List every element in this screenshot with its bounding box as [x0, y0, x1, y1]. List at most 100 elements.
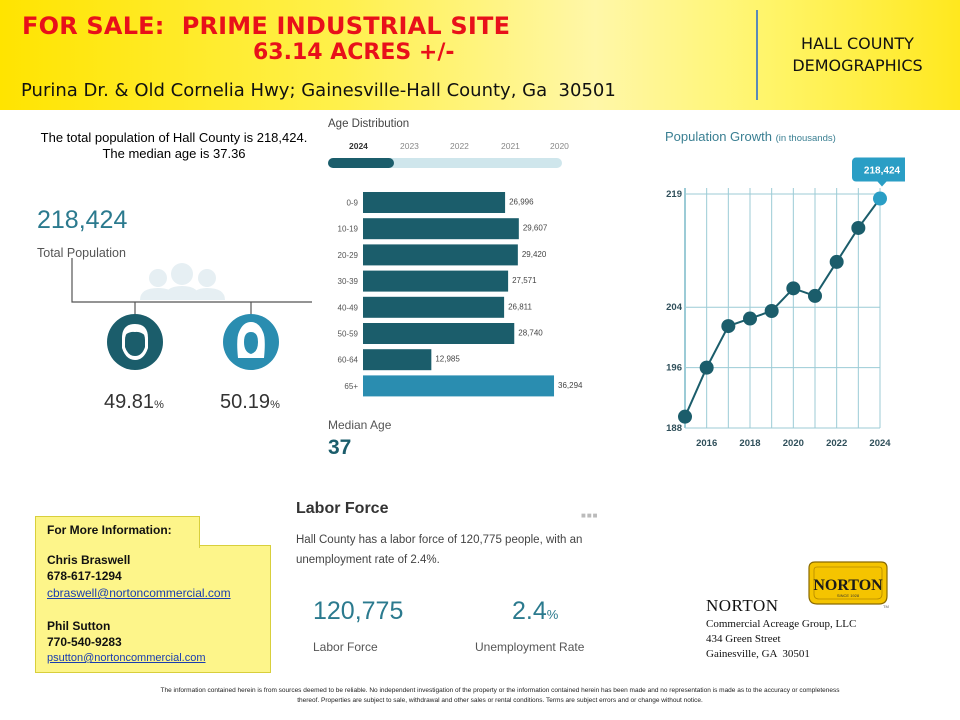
year-tab-2023[interactable]: 2023: [400, 141, 419, 151]
x-tick-label: 2022: [826, 438, 847, 449]
population-growth-chart: 188 196 204 219 2016 2018 2020 2022 2024 218,424: [666, 157, 905, 449]
age-distribution-title: Age Distribution: [328, 118, 410, 130]
header-divider: [756, 10, 758, 100]
population-point: [678, 409, 692, 424]
contact-1-email-link[interactable]: cbraswell@nortoncommercial.com: [47, 586, 231, 600]
x-tick-label: 2018: [739, 438, 760, 449]
callout-pointer: [877, 181, 887, 187]
population-growth-title-text: Population Growth: [665, 129, 772, 144]
age-category-label: 20-29: [338, 251, 359, 260]
age-bar: [363, 244, 518, 266]
contact-2-email-link[interactable]: psutton@nortoncommercial.com: [47, 652, 206, 664]
logo-since: SINCE 1928: [837, 593, 860, 598]
median-age-value: 37: [328, 436, 352, 459]
callout-badge: [852, 157, 905, 182]
contact-1-phone[interactable]: 678-617-1294: [47, 569, 122, 583]
company-line-3: Gainesville, GA 30501: [706, 648, 810, 660]
year-tab-2020[interactable]: 2020: [550, 141, 569, 151]
year-slider-track[interactable]: [328, 158, 562, 168]
age-category-label: 30-39: [338, 277, 359, 286]
population-point: [829, 254, 844, 269]
age-bar: [363, 218, 519, 240]
female-icon: [223, 314, 279, 370]
male-icon: [107, 314, 163, 370]
unemployment-value-sign: %: [546, 607, 559, 622]
population-growth-title: Population Growth (in thousands): [665, 129, 836, 144]
age-category-label: 50-59: [338, 330, 359, 339]
labor-force-value: 120,775: [313, 597, 404, 625]
section-title: HALL COUNTY DEMOGRAPHICS: [770, 33, 945, 77]
logo-trademark: TM: [883, 604, 889, 609]
total-population-label: Total Population: [37, 246, 126, 260]
population-point: [808, 288, 822, 303]
header-banner: FOR SALE: PRIME INDUSTRIAL SITE 63.14 AC…: [0, 0, 960, 110]
population-line: [684, 197, 881, 418]
age-category-label: 60-64: [338, 356, 359, 365]
age-bar: [363, 192, 506, 213]
company-line-2: 434 Green Street: [706, 633, 781, 645]
company-line-1: Commercial Acreage Group, LLC: [706, 618, 857, 630]
age-bar-value-label: 29,607: [523, 224, 548, 233]
total-population-value: 218,424: [37, 206, 128, 234]
male-percent-value: 49.81: [104, 391, 155, 413]
callout-label: 218,424: [864, 166, 901, 177]
year-tab-2022[interactable]: 2022: [450, 141, 469, 151]
title-line-1: FOR SALE: PRIME INDUSTRIAL SITE: [22, 12, 511, 40]
age-bar-value-label: 12,985: [435, 355, 460, 364]
x-tick-label: 2024: [869, 438, 891, 449]
population-point: [743, 311, 757, 326]
age-category-label: 0-9: [346, 199, 358, 208]
female-percent-value: 50.19: [220, 391, 271, 413]
connector-lines: [71, 258, 312, 316]
age-category-label: 40-49: [338, 303, 359, 312]
age-bar-value-label: 27,571: [512, 276, 537, 285]
y-tick-label: 196: [666, 363, 682, 374]
age-bar-value-label: 28,740: [518, 329, 543, 338]
contact-2-phone[interactable]: 770-540-9283: [47, 635, 122, 649]
population-point: [851, 220, 866, 235]
age-category-label: 10-19: [338, 225, 359, 234]
year-slider-handle[interactable]: [328, 158, 394, 168]
section-title-line-2: DEMOGRAPHICS: [792, 56, 923, 75]
age-category-label: 65+: [344, 382, 358, 391]
contact-box-tab: [35, 516, 200, 548]
labor-force-title: Labor Force: [296, 500, 389, 517]
age-bar: [363, 270, 509, 292]
population-intro: The total population of Hall County is 2…: [40, 130, 308, 161]
contact-1-name: Chris Braswell: [47, 553, 131, 567]
age-bar-value-label: 29,420: [522, 250, 547, 259]
age-bar: [363, 323, 515, 344]
population-point: [764, 304, 779, 318]
property-address: Purina Dr. & Old Cornelia Hwy; Gainesvil…: [21, 80, 616, 101]
contact-2-name: Phil Sutton: [47, 619, 111, 633]
logo-wordmark: NORTON: [813, 577, 883, 594]
norton-logo: NORTON SINCE 1928 TM: [808, 561, 889, 609]
x-tick-label: 2016: [696, 438, 717, 449]
population-point: [786, 281, 801, 296]
more-dots-icon[interactable]: ■■■: [581, 511, 599, 520]
y-tick-label: 188: [666, 423, 682, 434]
population-point: [699, 360, 714, 375]
year-tab-2024[interactable]: 2024: [349, 141, 368, 151]
age-bar-value-label: 26,811: [508, 302, 532, 311]
population-growth-title-unit: (in thousands): [775, 133, 836, 144]
company-name: NORTON: [706, 596, 779, 615]
gender-breakdown-graphic: [71, 258, 312, 370]
unemployment-label: Unemployment Rate: [475, 640, 585, 654]
age-bar: [363, 375, 555, 397]
disclaimer: The information contained herein is from…: [160, 687, 840, 704]
age-distribution-chart: 0-9 26,996 10-19 29,607 20-29 29,420 30-39 27,5…: [338, 192, 583, 397]
year-tab-2021[interactable]: 2021: [501, 141, 520, 151]
unemployment-value-number: 2.4: [512, 597, 547, 625]
age-bar: [363, 296, 505, 318]
female-percent-sign: %: [270, 399, 280, 411]
median-age-label: Median Age: [328, 418, 392, 432]
contact-heading: For More Information:: [47, 523, 172, 537]
male-percent: 49.81%: [104, 391, 164, 414]
y-tick-label: 219: [666, 189, 682, 200]
people-group-icon: [140, 263, 225, 300]
female-percent: 50.19%: [220, 391, 280, 414]
unemployment-value: 2.4%: [512, 597, 558, 626]
y-tick-label: 204: [666, 302, 683, 313]
x-tick-label: 2020: [783, 438, 804, 449]
